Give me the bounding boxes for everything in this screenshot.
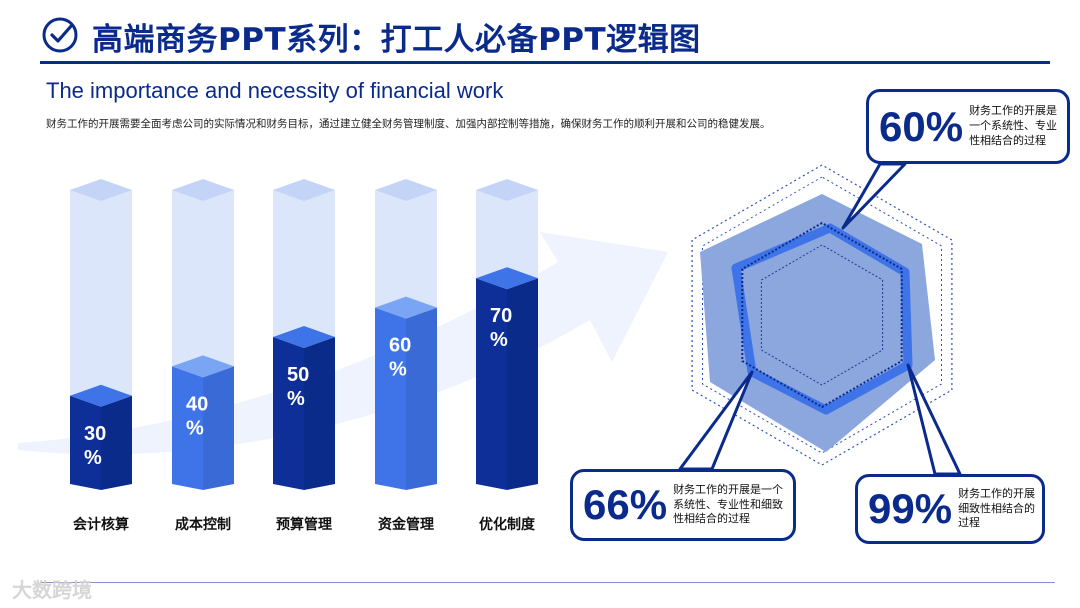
callout-connector <box>906 363 962 476</box>
bar-value-label: 50 <box>287 364 309 386</box>
bar-cap <box>70 384 132 407</box>
category-label: 会计核算 <box>73 516 129 533</box>
bar-value-label: % <box>490 329 508 351</box>
radar-series-line <box>731 223 913 415</box>
bar-track-cap <box>375 179 437 201</box>
callout-value: 60% <box>879 102 964 150</box>
subtitle-english: The importance and necessity of financia… <box>46 78 504 103</box>
callout-value: 66% <box>583 481 668 528</box>
bar-value-label: % <box>84 447 102 469</box>
bar-shade <box>304 337 335 490</box>
radar-inner-ring <box>760 244 884 386</box>
bar-cap <box>172 355 234 378</box>
footer-divider <box>40 582 1055 583</box>
callout-connector <box>841 162 907 230</box>
callout-60: 60% 财务工作的开展是一个系统性、专业性相结合的过程 <box>866 89 1070 164</box>
bar-cap <box>273 326 335 348</box>
check-circle-icon <box>42 17 78 53</box>
watermark: 大数跨境 <box>12 578 92 602</box>
page-title: 高端商务PPT系列：打工人必备PPT逻辑图 <box>92 22 701 58</box>
callout-connector <box>678 370 754 471</box>
bar-value-label: 60 <box>389 335 411 357</box>
bar-4 <box>375 307 437 490</box>
category-label: 资金管理 <box>378 516 434 533</box>
callout-text: 财务工作的开展是一个系统性、专业性和细致性相结合的过程 <box>673 482 784 526</box>
callout-99: 99% 财务工作的开展细致性相结合的过程 <box>855 474 1045 544</box>
category-label: 预算管理 <box>276 516 332 533</box>
bar-3 <box>273 337 335 490</box>
bar-cap <box>375 296 437 319</box>
bar-1 <box>70 395 132 490</box>
bar-shade <box>101 395 132 490</box>
bar-track-cap <box>273 179 335 201</box>
bar-value-label: 40 <box>186 393 208 415</box>
bar-5 <box>476 278 538 490</box>
callout-value: 99% <box>868 485 953 532</box>
bar-cap <box>476 267 538 290</box>
bar-shade <box>507 278 538 490</box>
callout-text: 财务工作的开展细致性相结合的过程 <box>958 486 1036 530</box>
bar-value-label: 70 <box>490 305 512 327</box>
title-divider <box>40 61 1050 64</box>
bar-2 <box>172 366 234 490</box>
bar-value-label: % <box>389 359 407 381</box>
category-label: 优化制度 <box>479 516 536 533</box>
description-text: 财务工作的开展需要全面考虑公司的实际情况和财务目标，通过建立健全财务管理制度、加… <box>46 118 771 130</box>
bar-shade <box>203 366 234 490</box>
bar-track-cap <box>476 179 538 201</box>
callout-66: 66% 财务工作的开展是一个系统性、专业性和细致性相结合的过程 <box>570 469 796 541</box>
bar-value-label: % <box>186 417 204 439</box>
category-label: 成本控制 <box>175 516 231 533</box>
bar-shade <box>406 307 437 490</box>
bar-track-cap <box>70 179 132 201</box>
bar-value-label: 30 <box>84 423 106 445</box>
callout-text: 财务工作的开展是一个系统性、专业性相结合的过程 <box>969 104 1058 147</box>
bar-track-cap <box>172 179 234 201</box>
bar-value-label: % <box>287 388 305 410</box>
radar-ring <box>741 221 903 409</box>
